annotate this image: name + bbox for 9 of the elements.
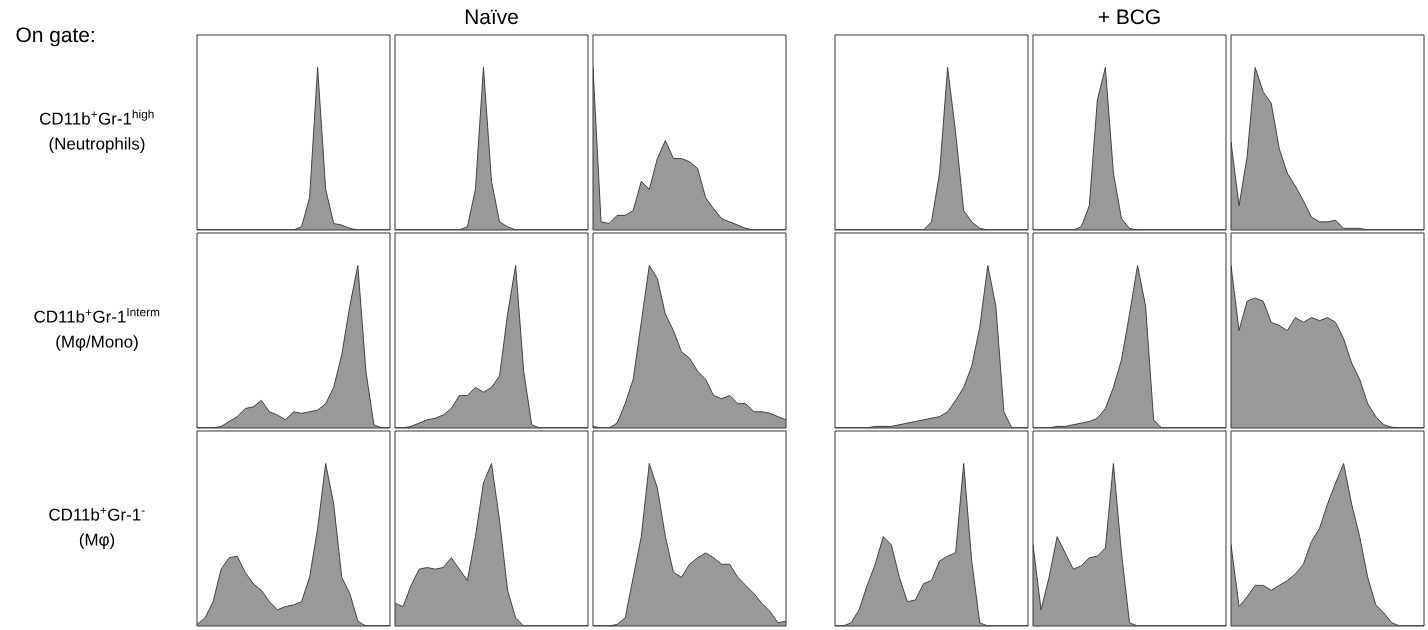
y-axis-title: CD11b$^{+}$Gr-1$^{Interm}$ (34, 308, 160, 323)
text: (Neutrophils) (49, 137, 145, 154)
text: (Mφ/Mono) (56, 335, 138, 352)
chart-title: Naïve (465, 9, 518, 25)
text: (Mφ) (79, 533, 115, 550)
y-axis-title: CD11b$^{+}$Gr-1$^{-}$ (49, 507, 145, 521)
chart-title: + BCG (1098, 9, 1160, 25)
y-axis-title: CD11b$^{+}$Gr-1$^{high}$ (40, 109, 154, 125)
chart-subtitle: On gate: (16, 27, 94, 47)
